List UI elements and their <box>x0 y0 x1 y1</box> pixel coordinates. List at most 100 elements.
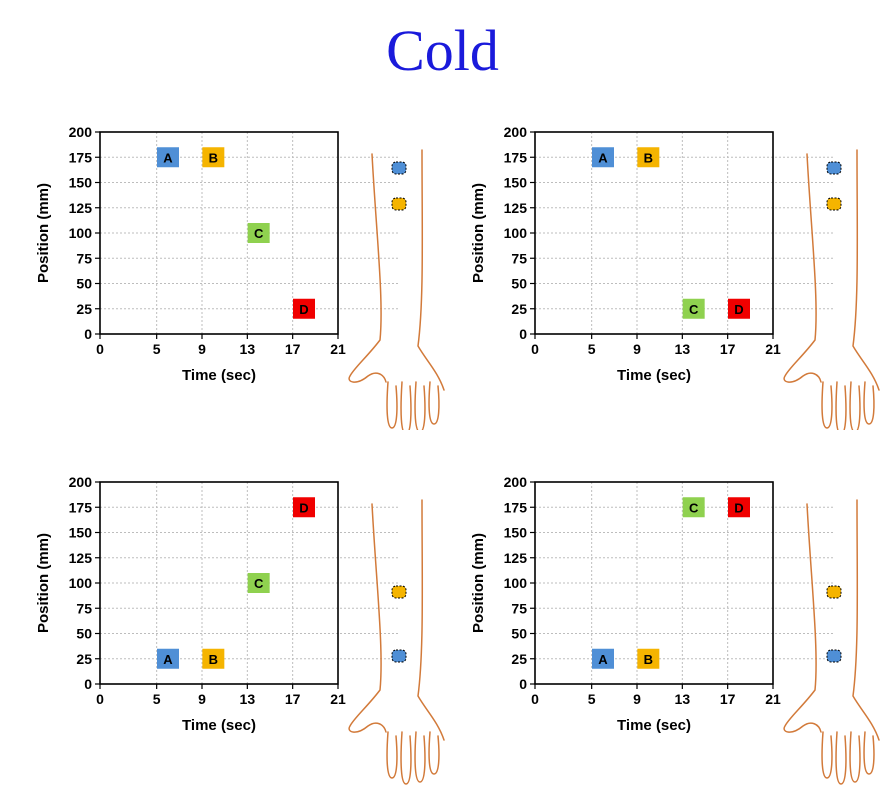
chart-panel-2: 0 25 50 75 100 125 150 175 200 0 5 9 13 17 21 Time (sec… <box>435 100 885 430</box>
chart-4-arm-marker-B <box>826 585 842 599</box>
chart-4-point-A: A <box>592 648 614 669</box>
chart-3-point-marker-A <box>157 648 179 669</box>
chart-4-point-C: C <box>682 497 705 518</box>
chart-3-arm-left-edge <box>348 503 387 733</box>
chart-1-ytick-label: 175 <box>69 149 93 165</box>
chart-4-xtick-label: 9 <box>633 691 641 707</box>
chart-3-arm-right-edge <box>417 499 445 741</box>
chart-1-arm-finger <box>428 381 440 425</box>
chart-2-point-marker-C <box>682 298 705 319</box>
chart-2-point-marker-B <box>637 147 660 168</box>
chart-2-ytick-label: 175 <box>504 149 528 165</box>
chart-4-ytick-label: 200 <box>504 474 528 490</box>
chart-3-xtick-label: 5 <box>153 691 161 707</box>
chart-2-arm-marker-A <box>826 161 842 175</box>
chart-1-point-label-D: D <box>299 302 308 317</box>
chart-2-point-A: A <box>592 147 614 168</box>
chart-4-ytick-label: 75 <box>511 600 527 616</box>
chart-1-point-A: A <box>157 147 179 168</box>
chart-panel-4: 0 25 50 75 100 125 150 175 200 0 5 9 13 17 21 Time (sec… <box>435 450 885 795</box>
chart-4-point-marker-D <box>728 497 750 518</box>
chart-1-point-label-C: C <box>254 226 264 241</box>
chart-2-arm-marker-B <box>826 197 842 211</box>
chart-4-ytick-label: 125 <box>504 550 528 566</box>
chart-2-point-label-D: D <box>734 302 743 317</box>
chart-3-ytick-label: 50 <box>76 626 92 642</box>
chart-3-point-label-A: A <box>163 652 173 667</box>
chart-2-point-label-B: B <box>644 150 653 165</box>
chart-2-ytick-label: 125 <box>504 200 528 216</box>
chart-4-point-label-B: B <box>644 652 653 667</box>
chart-4-arm-finger <box>835 731 847 785</box>
chart-1-xtick-label: 9 <box>198 341 206 357</box>
chart-1-ytick-label: 150 <box>69 175 93 191</box>
chart-4-ytick-label: 175 <box>504 499 528 515</box>
chart-4-arm-left-edge <box>783 503 822 733</box>
chart-panel-1: 0 25 50 75 100 125 150 175 200 0 5 9 13 17 21 Time (sec… <box>0 100 450 430</box>
chart-4-point-label-C: C <box>689 500 699 515</box>
chart-4-point-marker-B <box>637 648 660 669</box>
chart-1-point-marker-B <box>202 147 225 168</box>
chart-4-ytick-label: 0 <box>519 676 527 692</box>
chart-svg-4: 0 25 50 75 100 125 150 175 200 0 5 9 13 17 21 Time (sec… <box>470 474 880 785</box>
chart-4-arm-right-edge <box>852 499 880 741</box>
chart-1-xaxis-label: Time (sec) <box>182 367 256 384</box>
chart-1-ytick-label: 0 <box>84 326 92 342</box>
chart-1-xtick-label: 5 <box>153 341 161 357</box>
chart-2-arm-finger <box>821 381 833 429</box>
chart-3-xaxis-label: Time (sec) <box>182 717 256 734</box>
chart-1-arm-marker-B <box>391 197 407 211</box>
chart-3-point-B: B <box>202 648 225 669</box>
chart-2-xtick-label: 9 <box>633 341 641 357</box>
chart-3-arm-finger <box>428 731 440 775</box>
chart-2-xtick-label: 17 <box>720 341 736 357</box>
chart-4-ytick-label: 50 <box>511 626 527 642</box>
chart-1-arm-finger <box>386 381 398 429</box>
chart-1-point-marker-A <box>157 147 179 168</box>
chart-1-point-label-A: A <box>163 150 173 165</box>
chart-4-point-D: D <box>728 497 750 518</box>
chart-4-arm-marker-A <box>826 649 842 663</box>
chart-2-arm-finger <box>863 381 875 425</box>
chart-4-arm-finger <box>863 731 875 775</box>
chart-3-point-C: C <box>247 573 270 593</box>
chart-3-arm-finger <box>386 731 398 779</box>
chart-4-xtick-label: 0 <box>531 691 539 707</box>
chart-4-arm-finger <box>821 731 833 779</box>
chart-3-arm-marker-A <box>391 649 407 663</box>
chart-4-xaxis-label: Time (sec) <box>617 717 691 734</box>
chart-4-point-marker-A <box>592 648 614 669</box>
chart-3-ytick-label: 0 <box>84 676 92 692</box>
chart-3-arm-illustration <box>348 499 445 785</box>
chart-3-xtick-label: 17 <box>285 691 301 707</box>
chart-3-ytick-label: 150 <box>69 525 93 541</box>
chart-3-arm-finger <box>400 731 412 785</box>
chart-1-xtick-label: 17 <box>285 341 301 357</box>
chart-1-arm-finger <box>414 381 426 430</box>
chart-3-point-label-B: B <box>209 652 218 667</box>
chart-4-ytick-label: 25 <box>511 651 527 667</box>
chart-2-ytick-label: 25 <box>511 301 527 317</box>
chart-3-xtick-label: 21 <box>330 691 346 707</box>
chart-1-xtick-label: 21 <box>330 341 346 357</box>
chart-2-ytick-label: 0 <box>519 326 527 342</box>
chart-2-point-C: C <box>682 298 705 319</box>
chart-2-xaxis-label: Time (sec) <box>617 367 691 384</box>
chart-3-ytick-label: 25 <box>76 651 92 667</box>
chart-3-ytick-label: 125 <box>69 550 93 566</box>
chart-1-point-label-B: B <box>209 150 218 165</box>
chart-4-point-marker-C <box>682 497 705 518</box>
chart-3-point-D: D <box>293 497 315 518</box>
chart-4-ytick-label: 100 <box>504 575 528 591</box>
chart-2-point-marker-A <box>592 147 614 168</box>
chart-3-point-label-C: C <box>254 576 264 591</box>
chart-1-point-D: D <box>293 298 315 319</box>
chart-3-arm-finger <box>414 731 426 783</box>
chart-2-point-B: B <box>637 147 660 168</box>
chart-2-arm-illustration <box>783 149 880 430</box>
chart-2-point-D: D <box>728 298 750 319</box>
chart-2-ytick-label: 50 <box>511 276 527 292</box>
chart-4-point-B: B <box>637 648 660 669</box>
chart-1-ytick-label: 100 <box>69 225 93 241</box>
chart-1-point-C: C <box>247 223 270 243</box>
